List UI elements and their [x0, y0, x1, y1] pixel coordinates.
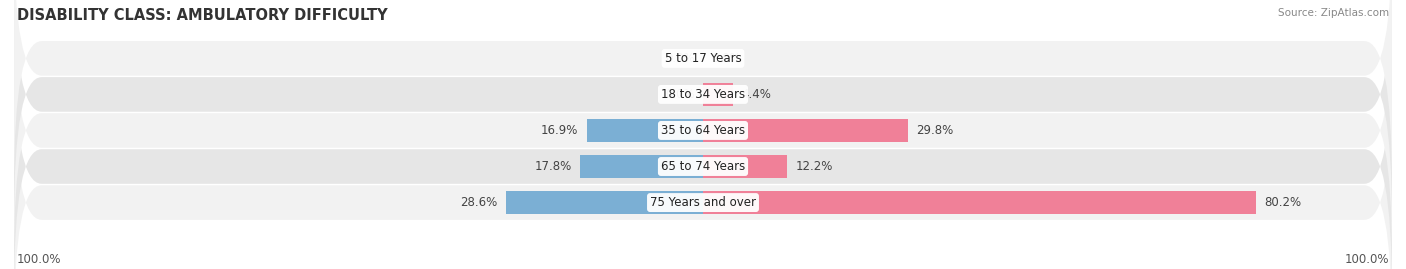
Text: 35 to 64 Years: 35 to 64 Years	[661, 124, 745, 137]
Text: 65 to 74 Years: 65 to 74 Years	[661, 160, 745, 173]
Text: 4.4%: 4.4%	[741, 88, 772, 101]
Text: DISABILITY CLASS: AMBULATORY DIFFICULTY: DISABILITY CLASS: AMBULATORY DIFFICULTY	[17, 8, 388, 23]
Bar	[703, 119, 908, 142]
Text: 17.8%: 17.8%	[534, 160, 572, 173]
Text: 28.6%: 28.6%	[460, 196, 498, 209]
Text: 0.0%: 0.0%	[711, 52, 741, 65]
Text: Source: ZipAtlas.com: Source: ZipAtlas.com	[1278, 8, 1389, 18]
Text: 100.0%: 100.0%	[1344, 253, 1389, 266]
Text: 0.0%: 0.0%	[665, 88, 695, 101]
Bar	[586, 119, 703, 142]
Bar	[703, 191, 1256, 214]
Text: 0.0%: 0.0%	[665, 52, 695, 65]
Text: 5 to 17 Years: 5 to 17 Years	[665, 52, 741, 65]
Text: 29.8%: 29.8%	[917, 124, 953, 137]
Text: 12.2%: 12.2%	[796, 160, 832, 173]
Bar	[703, 83, 734, 106]
Text: 16.9%: 16.9%	[541, 124, 578, 137]
Text: 75 Years and over: 75 Years and over	[650, 196, 756, 209]
FancyBboxPatch shape	[14, 3, 1392, 257]
Text: 18 to 34 Years: 18 to 34 Years	[661, 88, 745, 101]
Bar	[581, 155, 703, 178]
FancyBboxPatch shape	[14, 40, 1392, 269]
Bar	[703, 155, 787, 178]
Text: 80.2%: 80.2%	[1264, 196, 1301, 209]
Text: 100.0%: 100.0%	[17, 253, 62, 266]
FancyBboxPatch shape	[14, 76, 1392, 269]
FancyBboxPatch shape	[14, 0, 1392, 221]
Bar	[506, 191, 703, 214]
FancyBboxPatch shape	[14, 0, 1392, 185]
